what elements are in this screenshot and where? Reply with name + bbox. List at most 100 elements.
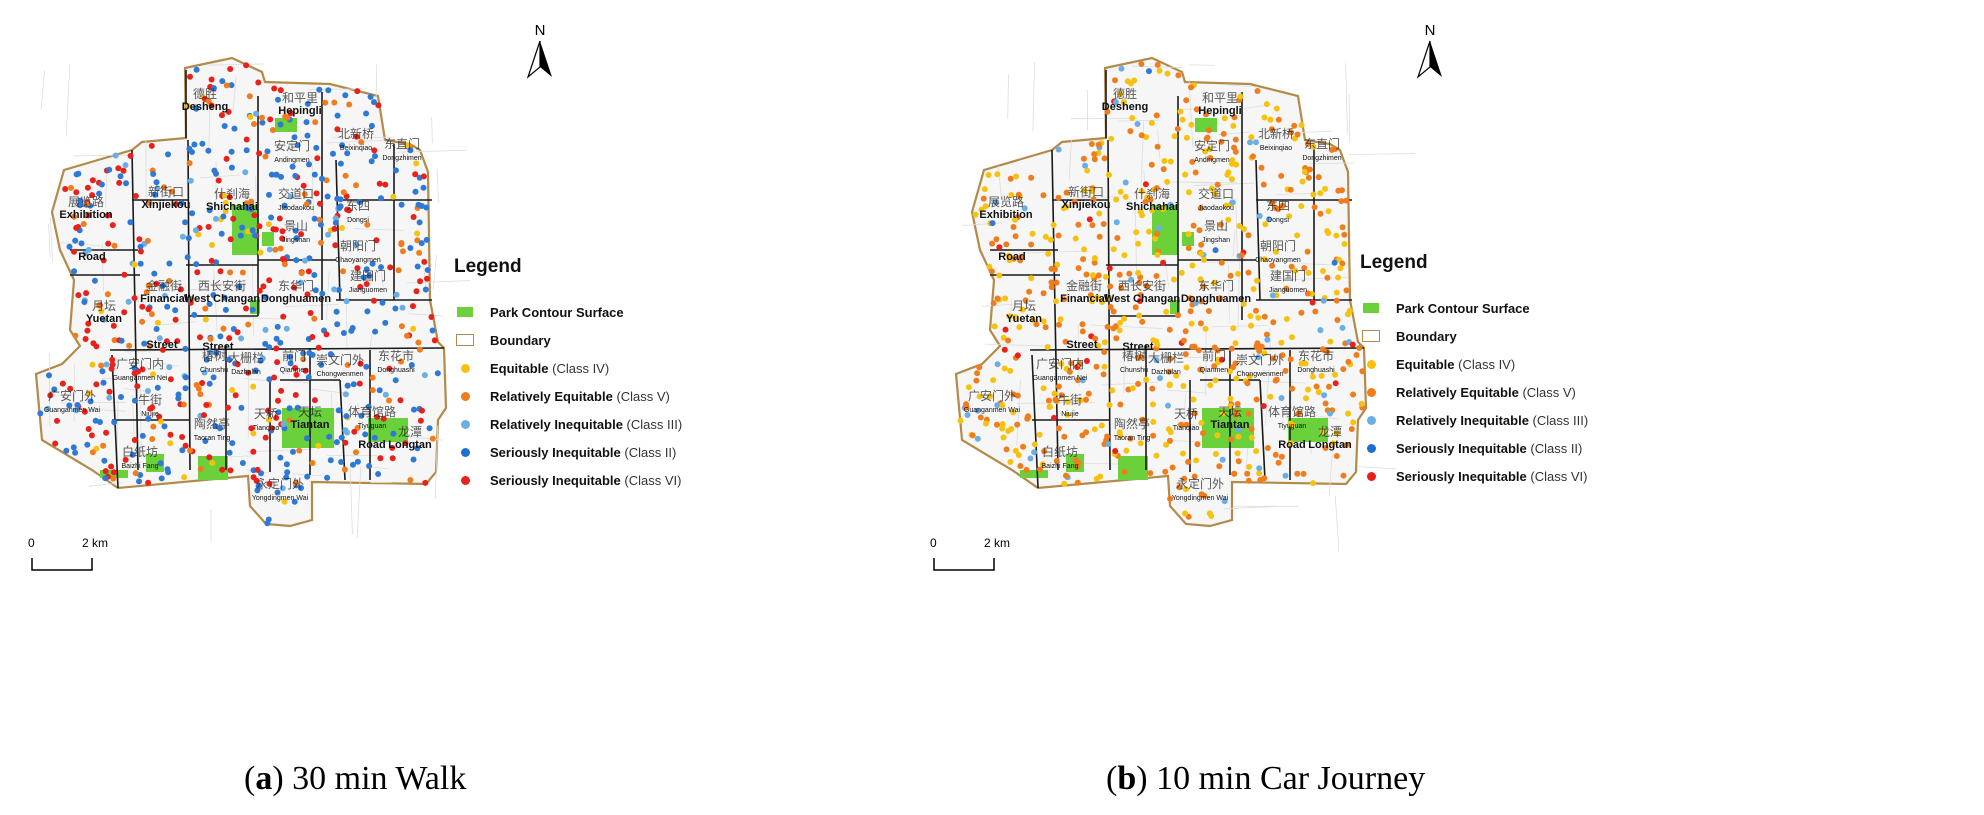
facility-dot — [1218, 259, 1225, 266]
facility-dot — [1207, 382, 1214, 389]
street-line — [243, 377, 268, 382]
facility-dot — [75, 292, 82, 299]
facility-dot — [158, 418, 164, 425]
facility-dot — [1142, 198, 1149, 205]
facility-dot — [431, 337, 438, 344]
facility-dot — [1007, 459, 1014, 465]
facility-dot — [132, 193, 139, 199]
facility-dot — [103, 429, 110, 436]
facility-dot — [141, 340, 148, 347]
street-line — [998, 165, 1002, 199]
facility-dot — [159, 346, 166, 353]
facility-dot — [326, 433, 333, 440]
facility-dot — [1191, 343, 1198, 350]
facility-dot — [300, 182, 307, 189]
facility-dot — [331, 225, 338, 232]
district-label-cn: 前门 — [1202, 348, 1226, 363]
facility-dot — [191, 141, 198, 148]
street-line — [232, 76, 237, 112]
park-area — [1202, 408, 1254, 448]
facility-dot — [131, 365, 138, 371]
facility-dot — [1190, 396, 1197, 403]
facility-dot — [398, 240, 405, 246]
district-label: West Changan — [1104, 293, 1180, 305]
facility-dot — [1230, 122, 1237, 129]
facility-dot — [358, 412, 365, 419]
street-line — [65, 64, 71, 137]
legend-class: (Class IV) — [1454, 356, 1516, 372]
street-line — [199, 174, 241, 179]
facility-dot — [85, 212, 92, 219]
facility-dot — [1299, 178, 1306, 185]
facility-dot — [289, 163, 296, 170]
facility-dot — [238, 335, 245, 342]
street-line — [1193, 182, 1254, 186]
street-line — [48, 353, 51, 427]
facility-dot — [54, 417, 60, 424]
facility-dot — [234, 361, 241, 368]
facility-dot — [304, 473, 311, 480]
facility-dot — [284, 114, 291, 121]
facility-dot — [1156, 225, 1163, 231]
facility-dot — [111, 419, 118, 426]
facility-dot — [125, 298, 132, 305]
facility-dot — [1183, 97, 1190, 104]
facility-dot — [1154, 61, 1161, 68]
facility-dot — [262, 153, 269, 160]
street-line — [1016, 379, 1021, 446]
district-label: Guanganmen Wai — [44, 407, 101, 414]
facility-dot — [1350, 419, 1357, 426]
facility-dot — [1192, 169, 1199, 176]
facility-dot — [245, 321, 252, 328]
legend-title: Legend — [1360, 252, 1428, 273]
district-label-cn: 东华门 — [278, 278, 314, 293]
facility-dot — [1063, 189, 1070, 196]
facility-dot — [1117, 91, 1124, 98]
facility-dot — [1334, 317, 1341, 323]
district-label: Hepingli — [1198, 105, 1241, 117]
facility-dot — [266, 191, 272, 198]
street-line — [1328, 443, 1334, 497]
facility-dot — [368, 122, 375, 129]
facility-dot — [71, 213, 78, 220]
facility-dot — [414, 445, 421, 452]
facility-dot — [1206, 146, 1213, 153]
street-line — [378, 255, 384, 288]
facility-dot — [1345, 410, 1352, 417]
facility-dot — [994, 421, 1000, 428]
facility-dot — [317, 221, 324, 228]
facility-dot — [228, 148, 235, 155]
district-label: Road — [78, 251, 106, 263]
district-label-cn: 广安门外 — [968, 388, 1016, 403]
facility-dot — [1197, 205, 1204, 212]
facility-dot — [220, 325, 227, 332]
legend-class: (Class II) — [1526, 440, 1583, 456]
district-label-cn: 陶然亭 — [194, 416, 230, 431]
legend-label: Boundary — [490, 332, 551, 348]
facility-dot — [203, 356, 210, 363]
facility-dot — [1320, 428, 1327, 435]
facility-dot — [1096, 233, 1103, 240]
facility-dot — [1310, 191, 1317, 198]
facility-dot — [291, 498, 298, 505]
north-label: N — [1424, 22, 1436, 39]
facility-dot — [333, 308, 340, 315]
facility-dot — [1228, 176, 1235, 183]
facility-dot — [323, 177, 330, 184]
facility-dot — [86, 390, 92, 397]
facility-dot — [977, 414, 984, 421]
facility-dot — [106, 394, 113, 401]
facility-dot — [1138, 132, 1145, 139]
facility-dot — [1304, 141, 1311, 147]
facility-dot — [344, 206, 351, 213]
facility-dot — [270, 226, 277, 233]
street-line — [159, 321, 197, 326]
facility-dot — [980, 195, 987, 202]
facility-dot — [1133, 229, 1140, 236]
facility-dot — [416, 219, 423, 226]
facility-dot — [1153, 452, 1160, 459]
legend-label: Relatively Inequitable — [1396, 412, 1529, 428]
facility-dot — [354, 88, 361, 95]
facility-dot — [1040, 290, 1047, 297]
legend-label: Relatively Inequitable — [490, 416, 623, 432]
